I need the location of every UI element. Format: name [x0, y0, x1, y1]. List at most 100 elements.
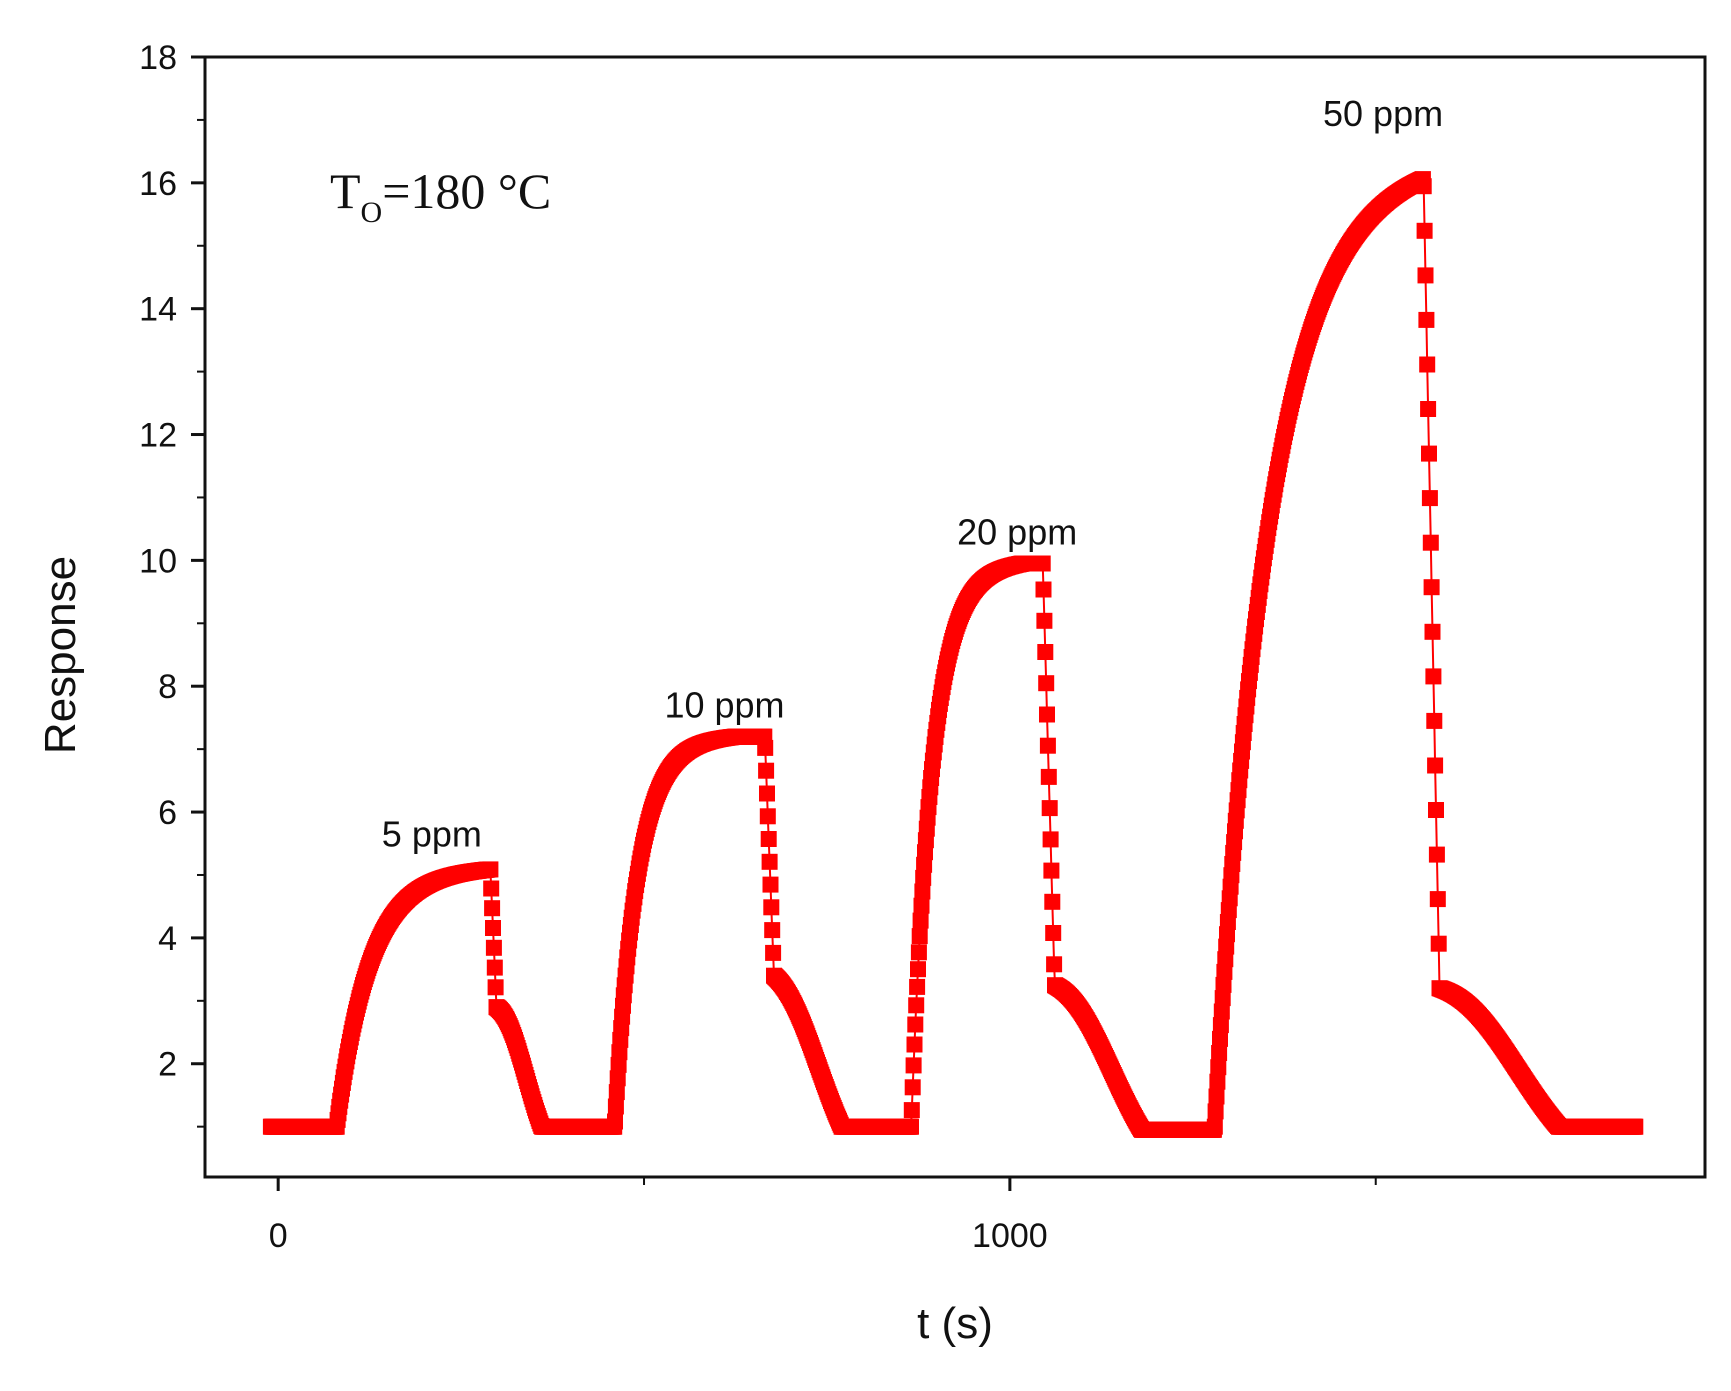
data-point [1042, 831, 1059, 848]
data-point [759, 808, 776, 825]
data-point [1428, 846, 1445, 863]
data-point [910, 944, 927, 961]
data-point [913, 897, 930, 914]
data-point [916, 856, 933, 873]
data-point [1211, 1045, 1228, 1061]
condition-rest: =180 °C [382, 163, 551, 219]
data-point [1425, 668, 1442, 685]
data-series [262, 171, 1644, 1138]
condition-subscript: O [361, 196, 383, 229]
data-point [1210, 1059, 1227, 1076]
data-point [1418, 311, 1435, 328]
data-point [607, 1113, 623, 1130]
data-point [1428, 802, 1444, 818]
data-point [761, 853, 778, 870]
data-point [1420, 401, 1437, 417]
data-point [903, 1118, 919, 1135]
y-tick-label: 14 [139, 291, 177, 329]
data-point [1427, 757, 1444, 774]
y-tick-label: 18 [139, 39, 177, 77]
data-point [1627, 1118, 1644, 1135]
plot-frame [203, 55, 1707, 1179]
data-point [1217, 951, 1234, 968]
data-point [1212, 1017, 1229, 1034]
concentration-label: 50 ppm [1323, 93, 1443, 134]
data-point [610, 1056, 627, 1073]
data-point [762, 876, 779, 893]
data-point [484, 900, 501, 917]
data-point [1426, 712, 1443, 729]
condition-main: T [330, 163, 361, 219]
data-point [915, 869, 932, 886]
data-point [765, 944, 782, 961]
data-point [1045, 925, 1062, 941]
data-point [759, 785, 775, 802]
data-point [907, 1016, 924, 1033]
data-point [609, 1070, 626, 1087]
y-tick-label: 2 [158, 1046, 177, 1084]
data-point [611, 1044, 628, 1061]
y-axis-title: Response [36, 556, 85, 754]
data-point [487, 979, 504, 996]
data-point [1039, 706, 1055, 723]
data-point [1218, 938, 1235, 955]
concentration-label: 20 ppm [957, 512, 1077, 553]
x-axis-title: t (s) [917, 1299, 993, 1348]
data-point [1215, 976, 1232, 993]
data-point [912, 912, 929, 929]
data-point [1041, 800, 1058, 817]
data-point [608, 1084, 625, 1101]
data-point [1035, 581, 1052, 598]
y-tick-label: 4 [158, 920, 177, 958]
concentration-label: 10 ppm [664, 685, 784, 726]
data-point [908, 997, 925, 1014]
data-point [1038, 675, 1055, 692]
data-point [757, 739, 774, 756]
y-tick-label: 12 [139, 417, 177, 455]
y-tick-label: 10 [139, 542, 177, 580]
data-point [1430, 935, 1447, 952]
data-point [1423, 579, 1440, 596]
data-point [482, 861, 499, 878]
data-point [1421, 490, 1438, 507]
data-point [1417, 267, 1434, 284]
data-point [903, 1102, 920, 1119]
data-point [1039, 737, 1056, 754]
annotations: 5 ppm 10 ppm 20 ppm 50 ppm [382, 93, 1443, 854]
concentration-label: 5 ppm [382, 814, 482, 855]
data-point [483, 880, 500, 897]
data-point [904, 1079, 921, 1096]
data-point [1212, 1030, 1228, 1047]
data-point [1415, 178, 1432, 195]
data-point [1036, 612, 1053, 629]
data-point [1422, 534, 1439, 551]
data-point [764, 922, 781, 939]
data-point [1043, 862, 1060, 879]
y-tick-label: 8 [158, 668, 177, 706]
data-point [1219, 926, 1235, 943]
data-point [485, 939, 502, 956]
data-point [1209, 1073, 1226, 1090]
y-axis: 2 4 6 8 10 12 14 16 18 [139, 39, 205, 1128]
condition-label: TO=180 °C [330, 163, 551, 229]
data-point [1429, 891, 1446, 908]
data-point [1207, 1103, 1224, 1120]
data-point [911, 928, 928, 945]
data-point [1037, 644, 1054, 660]
data-point [1040, 768, 1057, 785]
data-point [914, 883, 931, 900]
data-point [763, 899, 780, 916]
x-tick-label: 1000 [972, 1217, 1048, 1255]
data-point [1216, 963, 1233, 980]
data-point [905, 1057, 922, 1074]
data-point [1206, 1118, 1223, 1135]
data-point [909, 978, 926, 995]
data-point [1419, 356, 1436, 373]
data-point [1416, 222, 1433, 239]
data-point [607, 1098, 624, 1115]
data-point [486, 959, 503, 976]
data-point [760, 831, 777, 847]
data-point [1046, 956, 1063, 973]
y-tick-label: 16 [139, 165, 177, 203]
